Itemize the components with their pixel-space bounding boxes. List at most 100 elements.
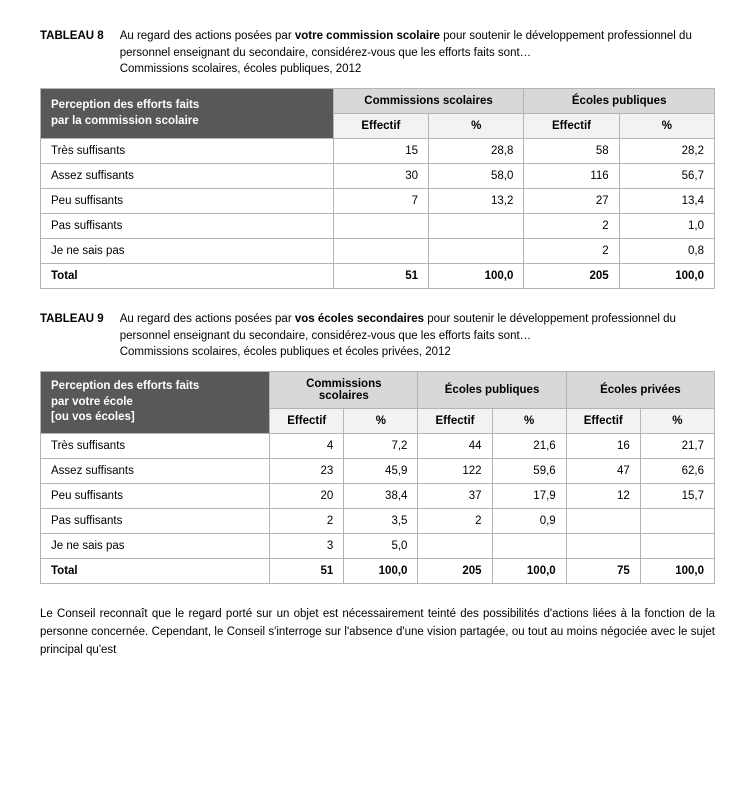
row-p1: 38,4 [344,484,418,509]
row-e2: 2 [524,214,619,239]
tableau9-desc-bold: vos écoles secondaires [295,313,424,325]
row-e1 [333,239,428,264]
t9-hr2: par votre école [51,396,133,408]
table-row: Je ne sais pas35,0 [41,534,715,559]
row-p2: 59,6 [492,459,566,484]
row-p3: 62,6 [640,459,714,484]
tableau8-total-p1: 100,0 [429,264,524,289]
tableau8-total-label: Total [41,264,334,289]
tableau9-group3: Écoles privées [566,372,714,409]
row-p2: 0,8 [619,239,714,264]
table-row: Assez suffisants2345,912259,64762,6 [41,459,715,484]
table-row: Très suffisants47,24421,61621,7 [41,434,715,459]
tableau8-group2: Écoles publiques [524,89,715,114]
row-e2: 122 [418,459,492,484]
row-p1 [429,214,524,239]
row-p2: 21,6 [492,434,566,459]
row-p3 [640,509,714,534]
tableau8-header-rowlabel: Perception des efforts faits par la comm… [41,89,334,139]
row-p1: 28,8 [429,139,524,164]
t8-hr2: par la commission scolaire [51,115,199,127]
tableau9-sub-pct2: % [492,409,566,434]
row-label: Peu suffisants [41,189,334,214]
row-p3: 15,7 [640,484,714,509]
tableau9-total-p2: 100,0 [492,559,566,584]
tableau9-sub-pct3: % [640,409,714,434]
tableau8-sub-eff1: Effectif [333,114,428,139]
tableau8-group1: Commissions scolaires [333,89,524,114]
row-e1: 23 [270,459,344,484]
tableau8-label: TABLEAU 8 [40,28,120,78]
table-row: Pas suffisants21,0 [41,214,715,239]
row-e1: 3 [270,534,344,559]
table-row: Assez suffisants3058,011656,7 [41,164,715,189]
body-paragraph: Le Conseil reconnaît que le regard porté… [40,606,715,659]
tableau9-desc: Au regard des actions posées par vos éco… [120,311,715,361]
row-label: Très suffisants [41,434,270,459]
tableau9-sub-eff1: Effectif [270,409,344,434]
tableau9-table: Perception des efforts faits par votre é… [40,371,715,584]
row-p2: 0,9 [492,509,566,534]
row-p1: 58,0 [429,164,524,189]
tableau9-total-e2: 205 [418,559,492,584]
tableau9-total-e3: 75 [566,559,640,584]
row-p1 [429,239,524,264]
tableau9-title: TABLEAU 9 Au regard des actions posées p… [40,311,715,361]
t9-hr3: [ou vos écoles] [51,411,135,423]
row-p2: 1,0 [619,214,714,239]
table-row: Je ne sais pas20,8 [41,239,715,264]
row-label: Pas suffisants [41,509,270,534]
tableau8-total-p2: 100,0 [619,264,714,289]
tableau8-title: TABLEAU 8 Au regard des actions posées p… [40,28,715,78]
tableau9-header-rowlabel: Perception des efforts faits par votre é… [41,372,270,434]
row-e2: 27 [524,189,619,214]
tableau8-total-e1: 51 [333,264,428,289]
row-e2: 44 [418,434,492,459]
tableau9-total-e1: 51 [270,559,344,584]
tableau9-sub-pct1: % [344,409,418,434]
row-p1: 3,5 [344,509,418,534]
tableau8-sub-pct2: % [619,114,714,139]
tableau8-desc-before: Au regard des actions posées par [120,30,295,42]
row-p1: 13,2 [429,189,524,214]
tableau8-desc-line3: Commissions scolaires, écoles publiques,… [120,63,362,75]
row-e3: 47 [566,459,640,484]
row-e1: 4 [270,434,344,459]
tableau9-label: TABLEAU 9 [40,311,120,361]
tableau9-desc-before: Au regard des actions posées par [120,313,295,325]
tableau8-total-e2: 205 [524,264,619,289]
row-label: Je ne sais pas [41,534,270,559]
row-e1: 20 [270,484,344,509]
row-e2 [418,534,492,559]
table-row: Peu suffisants2038,43717,91215,7 [41,484,715,509]
row-e2: 116 [524,164,619,189]
row-p2: 28,2 [619,139,714,164]
table-row: Peu suffisants713,22713,4 [41,189,715,214]
tableau9-group1: Commissions scolaires [270,372,418,409]
row-e3 [566,534,640,559]
tableau9-desc-line3: Commissions scolaires, écoles publiques … [120,346,451,358]
tableau8-total-row: Total 51 100,0 205 100,0 [41,264,715,289]
tableau9-total-p3: 100,0 [640,559,714,584]
row-p2: 56,7 [619,164,714,189]
row-label: Peu suffisants [41,484,270,509]
row-p2 [492,534,566,559]
row-p3: 21,7 [640,434,714,459]
row-p2: 13,4 [619,189,714,214]
row-e1: 2 [270,509,344,534]
tableau9-total-label: Total [41,559,270,584]
table-row: Pas suffisants23,520,9 [41,509,715,534]
row-e1: 15 [333,139,428,164]
row-p1: 5,0 [344,534,418,559]
row-e1 [333,214,428,239]
row-e2: 37 [418,484,492,509]
row-e2: 58 [524,139,619,164]
table-row: Très suffisants1528,85828,2 [41,139,715,164]
row-e2: 2 [524,239,619,264]
tableau8-desc: Au regard des actions posées par votre c… [120,28,715,78]
row-p1: 45,9 [344,459,418,484]
row-p1: 7,2 [344,434,418,459]
tableau8-sub-pct1: % [429,114,524,139]
row-e3: 12 [566,484,640,509]
row-e3: 16 [566,434,640,459]
